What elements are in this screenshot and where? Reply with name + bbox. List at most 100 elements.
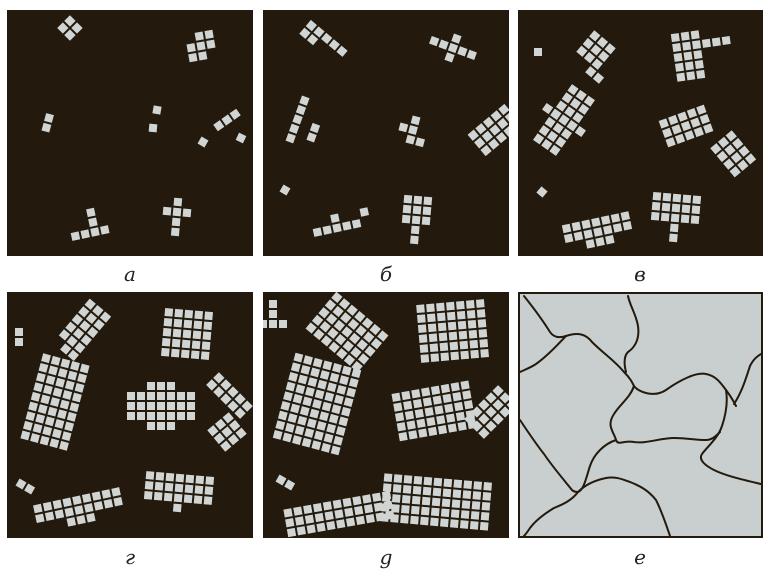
crystal-cell — [497, 117, 509, 130]
crystal-cell — [144, 481, 154, 490]
crystal-cell — [52, 387, 63, 398]
crystal-cell — [137, 392, 145, 400]
crystal-cell — [283, 508, 293, 518]
crystal-cell — [321, 442, 331, 453]
crystal-cell — [561, 92, 573, 104]
crystal-cell — [699, 114, 710, 125]
crystal-cluster — [207, 412, 247, 452]
crystal-cell — [77, 373, 87, 384]
crystal-cell — [160, 347, 170, 357]
crystal-cell — [35, 372, 46, 383]
crystal-cell — [69, 402, 80, 413]
crystal-cell — [658, 118, 669, 129]
crystal-cell — [295, 384, 306, 395]
crystal-cell — [289, 123, 300, 134]
grain-boundary — [623, 295, 640, 373]
crystal-cell — [193, 320, 203, 330]
crystal-cell — [25, 411, 36, 422]
crystal-cell — [332, 499, 342, 509]
crystal-cell — [334, 394, 344, 405]
panel-v — [518, 10, 763, 256]
crystal-cluster — [658, 104, 714, 148]
crystal-cell — [227, 386, 239, 398]
crystal-cell — [456, 310, 466, 320]
crystal-cell — [321, 401, 332, 412]
crystal-cell — [427, 426, 438, 437]
crystal-cell — [15, 328, 23, 336]
crystal-cell — [351, 219, 362, 229]
crystal-cluster — [416, 299, 489, 363]
crystal-cell — [711, 37, 721, 47]
crystal-cell — [190, 350, 200, 360]
crystal-cell — [676, 72, 686, 82]
crystal-cell — [282, 432, 293, 443]
crystal-cell — [729, 166, 741, 178]
caption-v: в — [634, 262, 646, 286]
crystal-cell — [479, 521, 489, 531]
panel-d — [263, 292, 509, 538]
crystal-cell — [306, 524, 316, 534]
crystal-cluster — [186, 29, 216, 63]
crystal-cell — [306, 132, 317, 143]
crystal-cell — [492, 399, 504, 411]
crystal-cell — [408, 125, 418, 135]
crystal-cell — [340, 312, 352, 324]
crystal-cell — [703, 123, 714, 134]
crystal-cell — [485, 406, 497, 418]
crystal-cell — [285, 518, 295, 528]
crystal-cell — [430, 517, 439, 527]
crystal-cell — [365, 514, 375, 524]
crystal-cell — [440, 352, 450, 362]
crystal-cell — [202, 331, 212, 341]
crystal-cell — [35, 513, 45, 524]
crystal-cell — [37, 404, 48, 414]
crystal-cell — [424, 407, 434, 417]
crystal-cell — [173, 318, 183, 328]
crystal-cell — [373, 502, 384, 512]
crystal-cluster — [272, 352, 362, 456]
crystal-cell — [442, 488, 452, 498]
crystal-cell — [362, 494, 372, 504]
crystal-cell — [426, 313, 436, 323]
crystal-cell — [220, 379, 232, 391]
crystal-cell — [206, 379, 218, 391]
crystal-cell — [393, 474, 403, 483]
crystal-cell — [170, 227, 180, 237]
crystal-cell — [167, 402, 175, 410]
crystal-cell — [422, 486, 432, 496]
crystal-cell — [331, 292, 343, 304]
crystal-cluster — [312, 207, 370, 237]
crystal-cell — [402, 485, 412, 494]
crystal-cell — [737, 159, 749, 171]
crystal-cell — [137, 402, 145, 410]
crystal-cluster — [467, 103, 509, 157]
crystal-cell — [415, 137, 425, 148]
crystal-cell — [498, 103, 509, 116]
crystal-cell — [672, 42, 682, 53]
crystal-cell — [292, 114, 303, 125]
crystal-cell — [60, 358, 71, 369]
crystal-cell — [448, 331, 458, 341]
crystal-cell — [682, 41, 692, 51]
crystal-cell — [50, 397, 60, 407]
crystal-cell — [213, 372, 225, 384]
crystal-cell — [499, 392, 509, 404]
crystal-cell — [42, 426, 53, 436]
crystal-cell — [286, 527, 297, 538]
crystal-cell — [317, 379, 328, 390]
crystal-cell — [684, 130, 695, 141]
crystal-cell — [303, 504, 313, 514]
crystal-nuclei-stage-a — [41, 15, 247, 241]
crystal-cell — [423, 196, 433, 206]
crystal-cell — [331, 404, 342, 415]
crystal-cell — [744, 153, 757, 165]
crystal-cell — [103, 499, 114, 509]
crystal-cell — [692, 195, 702, 205]
crystal-cluster — [70, 207, 110, 241]
crystal-cell — [463, 400, 474, 410]
crystal-cell — [263, 320, 267, 328]
crystal-cell — [604, 43, 616, 55]
crystal-cell — [591, 217, 601, 227]
crystal-cell — [229, 108, 241, 120]
crystal-cell — [482, 116, 495, 128]
